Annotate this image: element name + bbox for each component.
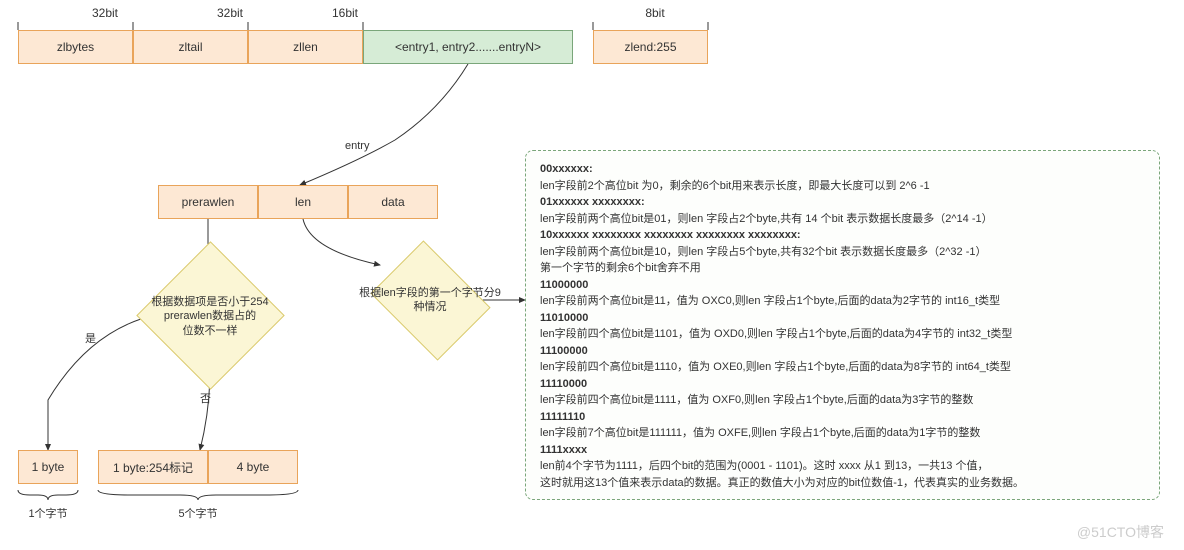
note-line: len字段前两个高位bit是10，则len 字段占5个byte,共有32个bit… [540, 244, 1145, 261]
brace-label: 1个字节 [18, 505, 78, 521]
note-line: 11100000 [540, 343, 1145, 360]
bit-width-label: 16bit [295, 6, 395, 20]
note-line: len字段前四个高位bit是1101，值为 OXD0,则len 字段占1个byt… [540, 326, 1145, 343]
note-line: 11111110 [540, 409, 1145, 426]
note-line: 00xxxxxx: [540, 161, 1145, 178]
note-line: len字段前两个高位bit是11，值为 OXC0,则len 字段占1个byte,… [540, 293, 1145, 310]
ziplist-cell: zlbytes [18, 30, 133, 64]
edge-yes: 是 [85, 330, 96, 346]
brace-label: 5个字节 [98, 505, 298, 521]
prerawlen-byte-cell: 1 byte:254标记 [98, 450, 208, 484]
note-line: len字段前两个高位bit是01，则len 字段占2个byte,共有 14 个b… [540, 211, 1145, 228]
note-line: 11000000 [540, 277, 1145, 294]
note-line: 11110000 [540, 376, 1145, 393]
note-line: 1111xxxx [540, 442, 1145, 459]
note-line: len字段前四个高位bit是1110，值为 OXE0,则len 字段占1个byt… [540, 359, 1145, 376]
note-line: len字段前四个高位bit是1111，值为 OXF0,则len 字段占1个byt… [540, 392, 1145, 409]
watermark: @51CTO博客 [1077, 522, 1164, 542]
note-line: len字段前2个高位bit 为0，剩余的6个bit用来表示长度，即最大长度可以到… [540, 178, 1145, 195]
ziplist-cell: zlend:255 [593, 30, 708, 64]
bit-width-label: 32bit [180, 6, 280, 20]
note-line: 11010000 [540, 310, 1145, 327]
entry-cell: data [348, 185, 438, 219]
entry-label: entry [345, 140, 369, 152]
edge-no: 否 [200, 390, 211, 406]
entry-cell: len [258, 185, 348, 219]
prerawlen-byte-cell: 4 byte [208, 450, 298, 484]
note-line: 01xxxxxx xxxxxxxx: [540, 194, 1145, 211]
note-line: 这时就用这13个值来表示data的数据。真正的数值大小为对应的bit位数值-1，… [540, 475, 1145, 492]
bit-width-label: 32bit [55, 6, 155, 20]
bit-width-label: 8bit [615, 6, 695, 20]
len-encoding-notes: 00xxxxxx:len字段前2个高位bit 为0，剩余的6个bit用来表示长度… [525, 150, 1160, 500]
note-line: 第一个字节的剩余6个bit舍弃不用 [540, 260, 1145, 277]
ziplist-cell: zltail [133, 30, 248, 64]
note-line: 10xxxxxx xxxxxxxx xxxxxxxx xxxxxxxx xxxx… [540, 227, 1145, 244]
ziplist-cell: <entry1, entry2.......entryN> [363, 30, 573, 64]
decision-prerawlen-text: 根据数据项是否小于254prerawlen数据占的位数不一样 [135, 295, 285, 338]
note-line: len字段前7个高位bit是111111，值为 OXFE,则len 字段占1个b… [540, 425, 1145, 442]
note-line: len前4个字节为1111，后四个bit的范围为(0001 - 1101)。这时… [540, 458, 1145, 475]
prerawlen-byte-cell: 1 byte [18, 450, 78, 484]
entry-cell: prerawlen [158, 185, 258, 219]
ziplist-cell: zllen [248, 30, 363, 64]
decision-len-text: 根据len字段的第一个字节分9种情况 [355, 286, 505, 315]
